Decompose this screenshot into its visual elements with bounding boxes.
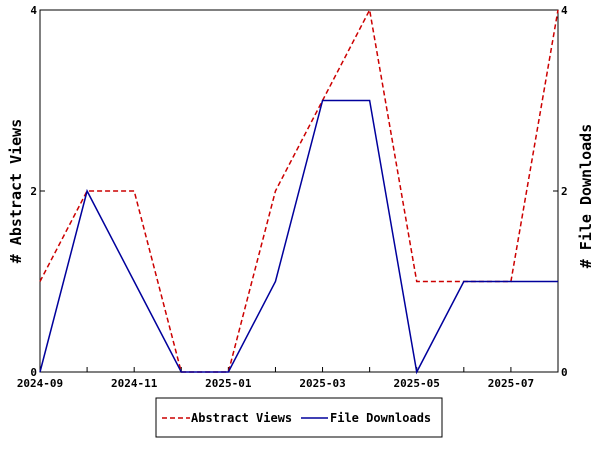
y-tick-label-right: 4 — [561, 4, 568, 17]
x-tick-label: 2025-03 — [299, 377, 345, 390]
legend-label-abstract-views: Abstract Views — [191, 411, 292, 425]
legend-box — [155, 397, 443, 438]
y-axis-title-left: # Abstract Views — [7, 119, 25, 264]
legend: Abstract Views File Downloads — [155, 397, 443, 438]
x-tick-label: 2024-11 — [111, 377, 158, 390]
x-tick-label: 2025-05 — [394, 377, 440, 390]
y-tick-label-left: 0 — [30, 366, 37, 379]
axis-ticks: 2024-09 2024-11 2025-01 2025-03 2025-05 2025-… — [17, 4, 568, 390]
y-axis-title-right: # File Downloads — [577, 124, 595, 269]
y-tick-label-left: 2 — [30, 185, 37, 198]
y-tick-label-right: 2 — [561, 185, 568, 198]
series-line-file-downloads — [39, 99, 558, 375]
legend-label-file-downloads: File Downloads — [330, 411, 431, 425]
x-tick-label: 2024-09 — [17, 377, 63, 390]
y-tick-label-right: 0 — [561, 366, 568, 379]
x-tick-label: 2025-01 — [205, 377, 252, 390]
series-lines — [39, 7, 559, 375]
y-tick-label-left: 4 — [30, 4, 37, 17]
x-tick-label: 2025-07 — [488, 377, 534, 390]
